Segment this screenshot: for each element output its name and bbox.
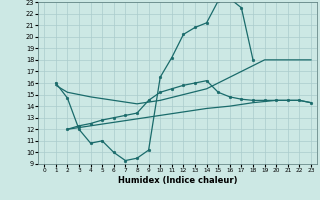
- X-axis label: Humidex (Indice chaleur): Humidex (Indice chaleur): [118, 176, 237, 185]
